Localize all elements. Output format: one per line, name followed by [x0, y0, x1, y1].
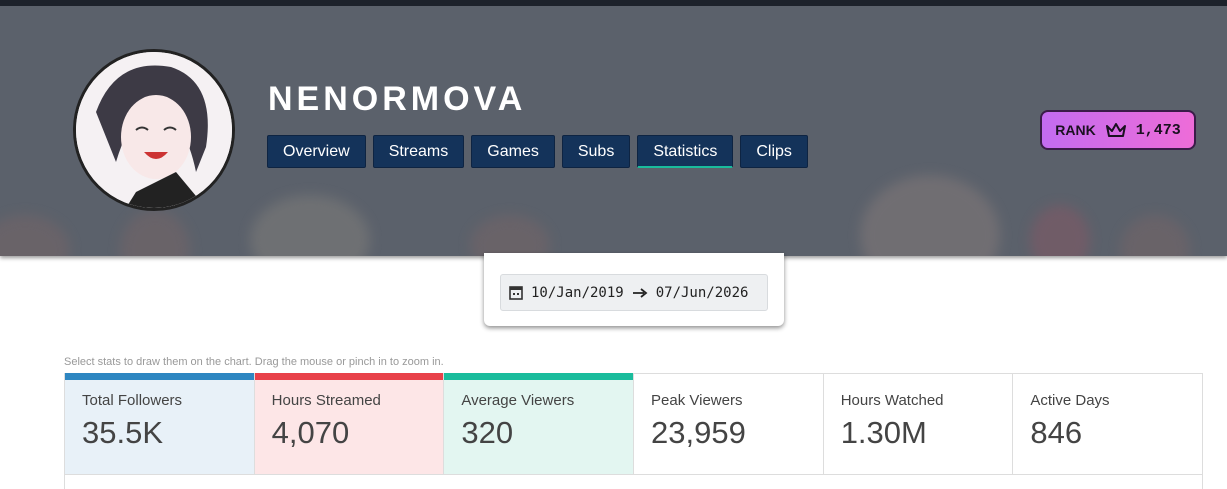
date-picker[interactable]: 10/Jan/2019 07/Jun/2026 [500, 274, 768, 311]
stat-value: 23,959 [651, 415, 746, 450]
hint-text: Select stats to draw them on the chart. … [64, 356, 444, 368]
tab-bar: Overview Streams Games Subs Statistics Clips [267, 135, 808, 168]
stat-card[interactable]: Hours Watched 1.30M [824, 374, 1014, 474]
stat-color-bar [444, 373, 634, 380]
stats-row: Total Followers 35.5K Hours Streamed 4,070 A… [64, 373, 1203, 475]
stat-card[interactable]: Hours Streamed 4,070 [254, 373, 445, 474]
rank-value: 1,473 [1135, 121, 1181, 139]
banner: NENORMOVA Overview Streams Games Subs Statis… [0, 0, 1227, 256]
arrow-icon [632, 287, 648, 298]
stat-card[interactable]: Peak Viewers 23,959 [634, 374, 824, 474]
stat-color-bar [254, 373, 444, 380]
decor [470, 215, 550, 256]
stat-value: 1.30M [840, 415, 927, 450]
stat-label: Total Followers [82, 392, 183, 409]
stat-label: Active Days [1030, 392, 1110, 409]
crown-icon [1105, 123, 1126, 137]
decor [1030, 205, 1090, 256]
stat-value: 846 [1030, 415, 1083, 450]
calendar-icon [509, 286, 523, 300]
tab[interactable]: Streams [372, 135, 465, 168]
stat-color-bar [65, 373, 254, 380]
stat-card[interactable]: Total Followers 35.5K [65, 373, 255, 474]
avatar[interactable] [73, 49, 235, 211]
decor [250, 195, 370, 256]
decor [860, 175, 1000, 256]
decor [120, 210, 190, 256]
rank-badge[interactable]: RANK 1,473 [1040, 110, 1196, 150]
stat-value: 320 [461, 415, 514, 450]
tab[interactable]: Games [471, 135, 555, 168]
tab[interactable]: Statistics [637, 135, 734, 168]
tab[interactable]: Overview [267, 135, 366, 168]
chart-area [64, 475, 1203, 489]
stat-value: 4,070 [271, 415, 350, 450]
date-start: 10/Jan/2019 [531, 284, 624, 301]
top-bar [0, 0, 1227, 6]
decor [0, 215, 70, 256]
date-end: 07/Jun/2026 [655, 284, 749, 301]
stat-card[interactable]: Average Viewers 320 [444, 373, 635, 474]
tab[interactable]: Subs [561, 135, 631, 168]
decor [1120, 215, 1190, 256]
stat-label: Peak Viewers [651, 392, 743, 409]
stat-label: Average Viewers [461, 392, 575, 409]
stat-label: Hours Watched [840, 392, 944, 409]
stat-value: 35.5K [82, 415, 164, 450]
tab[interactable]: Clips [740, 135, 808, 168]
date-card: 10/Jan/2019 07/Jun/2026 [484, 253, 784, 326]
channel-name: NENORMOVA [268, 80, 527, 118]
stat-card[interactable]: Active Days 846 [1013, 374, 1202, 474]
stat-label: Hours Streamed [271, 392, 381, 409]
avatar-image [76, 52, 232, 208]
rank-label: RANK [1055, 122, 1096, 138]
